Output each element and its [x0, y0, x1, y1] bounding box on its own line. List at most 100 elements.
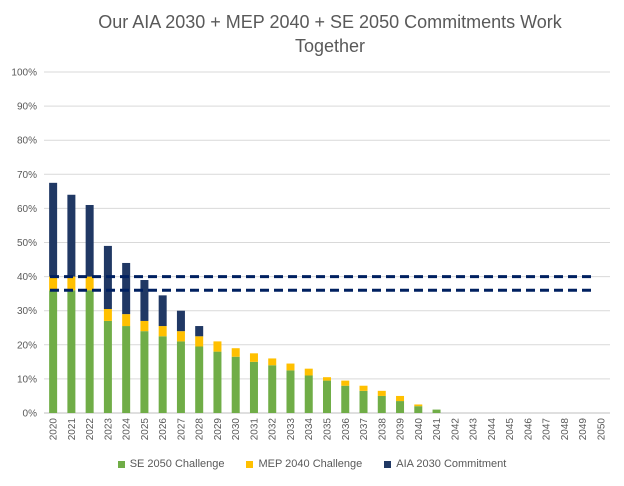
bar-se2050-2040	[414, 406, 423, 413]
x-tick-label: 2045	[505, 418, 516, 441]
bar-mep2040-2034	[304, 368, 313, 376]
x-tick-label: 2023	[103, 418, 114, 441]
x-tick-label: 2028	[195, 418, 206, 441]
x-tick-label: 2044	[487, 418, 498, 441]
x-tick-label: 2049	[578, 418, 589, 441]
chart-title-line-1: Our AIA 2030 + MEP 2040 + SE 2050 Commit…	[98, 12, 562, 32]
legend-item-aia2030: AIA 2030 Commitment	[384, 458, 506, 470]
x-tick-label: 2030	[231, 418, 242, 441]
bar-se2050-2024	[122, 326, 131, 413]
bar-mep2040-2030	[231, 348, 240, 357]
legend-swatch-mep2040	[246, 460, 254, 468]
bar-se2050-2041	[432, 409, 441, 413]
bar-se2050-2025	[140, 331, 149, 413]
bar-se2050-2031	[249, 361, 258, 413]
bar-mep2040-2033	[286, 363, 295, 371]
bar-se2050-2027	[176, 341, 185, 413]
bar-se2050-2032	[268, 365, 277, 413]
x-tick-label: 2048	[560, 418, 571, 441]
x-tick-label: 2038	[377, 418, 388, 441]
bar-aia2030-2024	[122, 262, 131, 315]
bar-se2050-2039	[396, 401, 405, 413]
bar-mep2040-2039	[396, 395, 405, 402]
bar-se2050-2033	[286, 370, 295, 413]
x-tick-label: 2035	[323, 418, 334, 441]
bar-mep2040-2035	[323, 377, 331, 381]
bar-mep2040-2027	[176, 331, 185, 342]
x-tick-label: 2021	[67, 418, 78, 441]
legend-swatch-se2050	[117, 460, 125, 468]
y-tick-label: 50%	[17, 238, 37, 249]
y-tick-label: 0%	[23, 409, 38, 420]
x-tick-label: 2027	[176, 418, 187, 441]
bar-mep2040-2031	[249, 353, 258, 362]
legend-swatch-aia2030	[384, 460, 392, 468]
y-tick-label: 40%	[17, 272, 37, 283]
bar-se2050-2021	[67, 290, 76, 413]
x-tick-label: 2024	[122, 418, 133, 441]
bar-se2050-2030	[231, 356, 240, 413]
legend: SE 2050 Challenge MEP 2040 Challenge AIA…	[0, 458, 624, 470]
legend-item-se2050: SE 2050 Challenge	[117, 458, 225, 470]
x-tick-label: 2047	[542, 418, 553, 441]
bar-mep2040-2023	[103, 308, 112, 321]
bar-aia2030-2020	[49, 182, 58, 277]
chart-title-line-2: Together	[294, 36, 366, 56]
bar-aia2030-2022	[85, 204, 94, 277]
bar-mep2040-2028	[195, 336, 204, 347]
bar-se2050-2026	[158, 336, 167, 413]
bar-mep2040-2040	[414, 404, 423, 407]
bar-se2050-2029	[213, 351, 222, 413]
x-tick-label: 2029	[213, 418, 224, 441]
bar-mep2040-2025	[140, 320, 149, 332]
bar-aia2030-2025	[140, 280, 149, 321]
x-tick-label: 2040	[414, 418, 425, 441]
y-tick-label: 10%	[17, 374, 37, 385]
bar-se2050-2038	[377, 395, 386, 413]
bar-mep2040-2022	[85, 276, 94, 291]
x-tick-label: 2041	[432, 418, 443, 441]
legend-label-se2050: SE 2050 Challenge	[129, 458, 225, 470]
x-tick-label: 2032	[268, 418, 279, 441]
bar-aia2030-2021	[67, 194, 76, 277]
y-tick-label: 100%	[11, 68, 37, 79]
bar-mep2040-2032	[268, 358, 277, 366]
bar-aia2030-2026	[158, 295, 167, 327]
legend-item-mep2040: MEP 2040 Challenge	[246, 458, 362, 470]
bar-se2050-2023	[103, 320, 112, 413]
x-tick-label: 2034	[304, 418, 315, 441]
legend-label-aia2030: AIA 2030 Commitment	[396, 458, 507, 470]
bar-mep2040-2037	[359, 385, 368, 391]
bar-mep2040-2021	[67, 276, 76, 291]
y-tick-label: 20%	[17, 340, 37, 351]
x-tick-label: 2042	[450, 418, 461, 441]
y-tick-label: 90%	[17, 102, 37, 113]
bar-mep2040-2038	[377, 390, 386, 396]
y-tick-label: 70%	[17, 170, 37, 181]
y-tick-label: 60%	[17, 204, 37, 215]
bar-se2050-2020	[49, 290, 58, 413]
bar-mep2040-2020	[49, 276, 58, 291]
x-tick-label: 2031	[249, 418, 260, 441]
bar-mep2040-2036	[341, 380, 350, 386]
x-tick-label: 2026	[158, 418, 169, 441]
bar-mep2040-2029	[213, 341, 222, 352]
y-tick-label: 80%	[17, 136, 37, 147]
bar-se2050-2035	[323, 380, 331, 413]
x-tick-label: 2036	[341, 418, 352, 441]
x-tick-label: 2037	[359, 418, 370, 441]
bar-se2050-2036	[341, 385, 350, 413]
bar-se2050-2022	[85, 290, 94, 413]
x-tick-label: 2033	[286, 418, 297, 441]
bar-se2050-2034	[304, 375, 313, 413]
bar-se2050-2028	[195, 346, 204, 413]
bar-aia2030-2028	[195, 326, 204, 337]
bar-se2050-2037	[359, 390, 368, 413]
chart-title: Our AIA 2030 + MEP 2040 + SE 2050 Commit…	[40, 10, 620, 58]
y-tick-label: 30%	[17, 306, 37, 317]
x-tick-label: 2046	[523, 418, 534, 441]
legend-label-mep2040: MEP 2040 Challenge	[258, 458, 363, 470]
x-tick-label: 2039	[396, 418, 407, 441]
